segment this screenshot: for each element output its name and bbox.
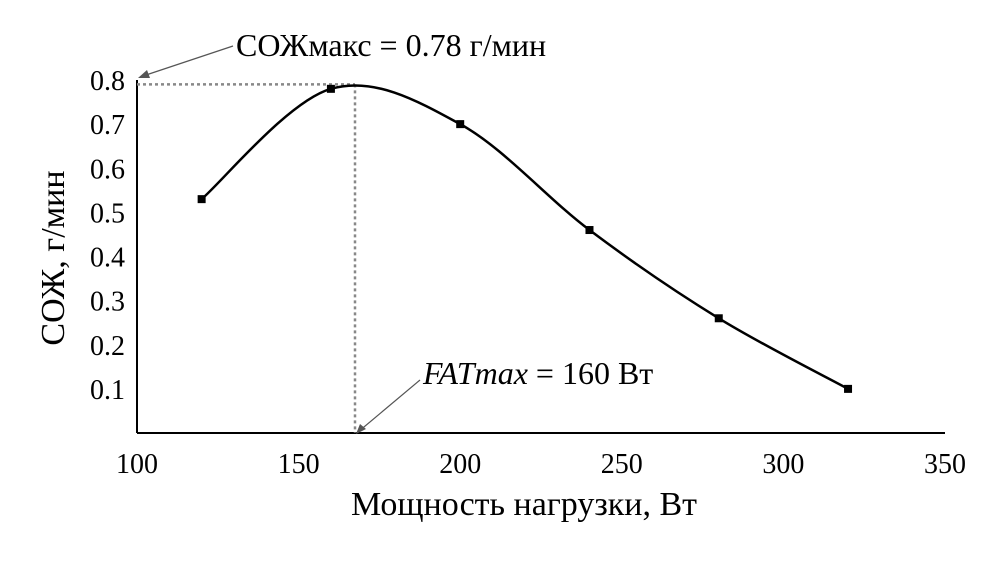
y-tick-label: 0.6 — [90, 154, 125, 185]
max-annotation-arrow — [138, 70, 150, 78]
x-tick-label: 300 — [762, 449, 804, 480]
data-point — [326, 84, 335, 93]
max-annotation-leader — [139, 45, 234, 78]
axes — [136, 80, 945, 434]
y-tick-label: 0.7 — [90, 110, 125, 141]
series-line — [200, 84, 849, 390]
y-tick-label: 0.1 — [90, 375, 125, 406]
y-tick-label: 0.5 — [90, 198, 125, 229]
y-tick-label: 0.2 — [90, 331, 125, 362]
x-tick-label: 200 — [439, 449, 481, 480]
data-point — [456, 120, 465, 129]
x-tick-label: 250 — [601, 449, 643, 480]
y-axis-title: СОЖ, г/мин — [35, 170, 72, 345]
fatmax-annotation-arrow — [356, 424, 366, 434]
y-tick-label: 0.4 — [90, 243, 125, 274]
data-point — [197, 195, 206, 204]
x-ticks: 100 150 200 250 300 350 — [116, 449, 966, 480]
y-tick-label: 0.8 — [90, 66, 125, 97]
data-point — [714, 314, 723, 323]
fatmax-annotation-italic: FATmax — [422, 355, 528, 391]
x-tick-label: 350 — [924, 449, 966, 480]
fatmax-annotation-leader — [357, 379, 421, 433]
data-point — [844, 384, 853, 393]
x-tick-label: 100 — [116, 449, 158, 480]
data-point — [585, 226, 594, 235]
guide-lines — [137, 83, 357, 433]
y-ticks: 0.1 0.2 0.3 0.4 0.5 0.6 0.7 0.8 — [90, 66, 125, 406]
y-tick-label: 0.3 — [90, 287, 125, 318]
series — [197, 84, 853, 393]
fatmax-annotation-label: FATmax = 160 Вт — [422, 355, 653, 391]
x-tick-label: 150 — [278, 449, 320, 480]
x-axis-title: Мощность нагрузки, Вт — [351, 486, 697, 523]
max-annotation-label: СОЖмакс = 0.78 г/мин — [236, 27, 546, 63]
annotations: СОЖмакс = 0.78 г/мин FATmax = 160 Вт — [138, 27, 653, 434]
fatmax-annotation-value: = 160 Вт — [528, 355, 653, 391]
